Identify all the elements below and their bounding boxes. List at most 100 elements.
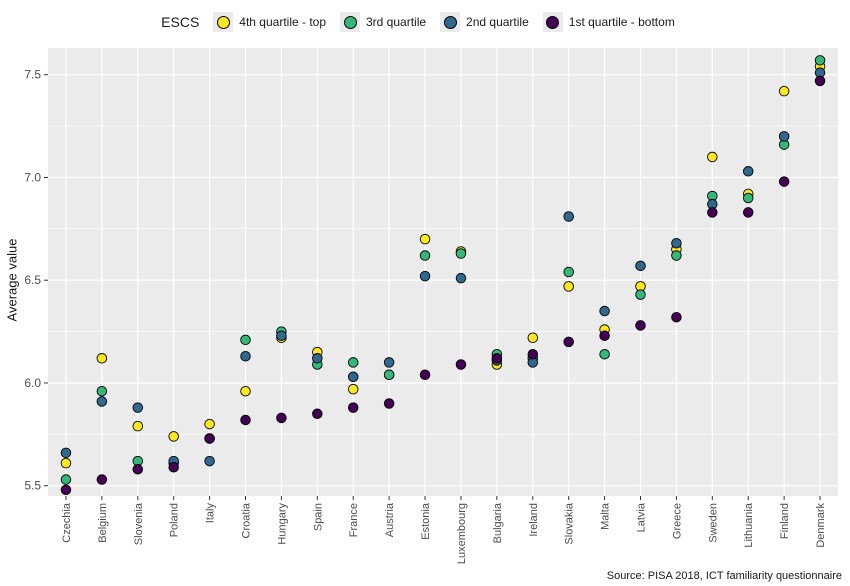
legend-item-1st-quartile: 1st quartile - bottom <box>542 12 675 32</box>
x-tick-label: Latvia <box>636 502 648 532</box>
x-tick-label: Lithuania <box>743 502 755 548</box>
legend-dot-4th-quartile <box>216 15 230 29</box>
data-point <box>240 385 251 397</box>
data-point <box>635 289 646 300</box>
data-point <box>383 398 395 409</box>
data-point <box>814 75 826 87</box>
data-point <box>419 369 431 381</box>
data-point <box>168 461 179 473</box>
data-point <box>671 311 682 323</box>
data-point <box>599 330 610 341</box>
data-point <box>599 305 610 317</box>
data-point <box>132 402 144 413</box>
data-point <box>347 402 359 413</box>
legend-dot-2nd-quartile <box>443 15 457 29</box>
data-point <box>240 351 251 362</box>
legend-item-2nd-quartile: 2nd quartile <box>440 12 529 32</box>
x-tick-label: Greece <box>671 503 683 539</box>
data-point <box>491 353 503 364</box>
y-tick-label: 6.5 <box>24 273 41 287</box>
data-point <box>707 151 718 163</box>
data-point <box>132 464 144 475</box>
data-point <box>778 176 790 187</box>
data-point <box>60 474 72 485</box>
x-tick-label: Poland <box>169 503 181 537</box>
x-tick-label: Croatia <box>241 502 253 538</box>
data-point <box>563 266 574 278</box>
y-tick-label: 5.5 <box>24 479 41 493</box>
data-point <box>240 334 251 346</box>
data-point <box>240 414 251 426</box>
source-caption: Source: PISA 2018, ICT familiarity quest… <box>606 570 842 582</box>
data-point <box>455 248 467 259</box>
legend-dot-3rd-quartile <box>343 15 357 29</box>
data-point <box>168 431 179 442</box>
data-point <box>96 385 108 397</box>
data-point <box>96 396 108 407</box>
data-point <box>96 353 108 364</box>
legend-label: 1st quartile - bottom <box>568 15 675 29</box>
x-tick-label: Italy <box>205 503 217 524</box>
legend-item-3rd-quartile: 3rd quartile <box>340 12 426 32</box>
y-tick-label: 7.0 <box>24 170 41 184</box>
data-point <box>347 357 359 368</box>
data-point <box>563 281 574 292</box>
data-point <box>60 447 72 459</box>
x-tick-label: Austria <box>384 502 396 537</box>
data-point <box>635 260 646 272</box>
data-point <box>527 332 539 344</box>
legend-dot-1st-quartile <box>546 15 560 29</box>
data-point <box>383 357 395 368</box>
legend-title: ESCS <box>161 14 200 30</box>
x-tick-label: Estonia <box>420 502 432 540</box>
x-tick-label: Spain <box>312 503 324 531</box>
x-tick-label: Belgium <box>97 503 109 543</box>
data-point <box>419 233 431 245</box>
data-point <box>455 272 467 284</box>
y-tick-label: 6.0 <box>24 376 41 390</box>
data-point <box>383 369 395 381</box>
data-point <box>60 457 72 469</box>
data-point <box>312 408 323 420</box>
legend-label: 4th quartile - top <box>239 15 326 29</box>
data-point <box>778 131 790 142</box>
legend-label: 2nd quartile <box>466 15 529 29</box>
x-tick-label: Hungary <box>276 503 288 545</box>
legend: ESCS 4th quartile - top 3rd quartile 2nd… <box>0 12 850 32</box>
legend-label: 3rd quartile <box>366 15 427 29</box>
data-point <box>671 250 682 261</box>
plot-panel <box>48 48 838 496</box>
data-point <box>347 371 359 383</box>
x-tick-label: Luxembourg <box>456 503 468 564</box>
data-point <box>778 85 790 97</box>
x-axis: Czechia Belgium Slovenia Poland Italy Croatia… <box>61 496 827 564</box>
x-tick-label: France <box>348 503 360 537</box>
data-point <box>742 192 754 204</box>
data-point <box>455 359 467 370</box>
data-point <box>204 433 215 444</box>
y-axis: 5.5 6.0 6.5 7.0 7.5 <box>24 68 48 493</box>
data-point <box>563 211 574 222</box>
data-point <box>276 330 287 341</box>
data-point <box>276 412 287 424</box>
x-tick-label: Denmark <box>815 503 827 548</box>
data-point <box>96 474 108 485</box>
y-axis-label: Average value <box>4 238 20 322</box>
data-point <box>132 420 144 432</box>
data-point <box>419 250 431 261</box>
x-tick-label: Slovakia <box>564 502 576 544</box>
x-tick-label: Czechia <box>61 502 73 543</box>
data-point <box>635 320 646 331</box>
data-point <box>814 55 826 66</box>
data-point <box>419 270 431 282</box>
legend-item-4th-quartile: 4th quartile - top <box>213 12 326 32</box>
data-point <box>563 336 574 348</box>
y-tick-label: 7.5 <box>24 68 41 82</box>
data-point <box>60 484 72 496</box>
data-point <box>742 207 754 218</box>
x-tick-label: Slovenia <box>133 502 145 545</box>
data-point <box>204 418 215 430</box>
data-point <box>599 348 610 360</box>
data-point <box>312 353 323 364</box>
